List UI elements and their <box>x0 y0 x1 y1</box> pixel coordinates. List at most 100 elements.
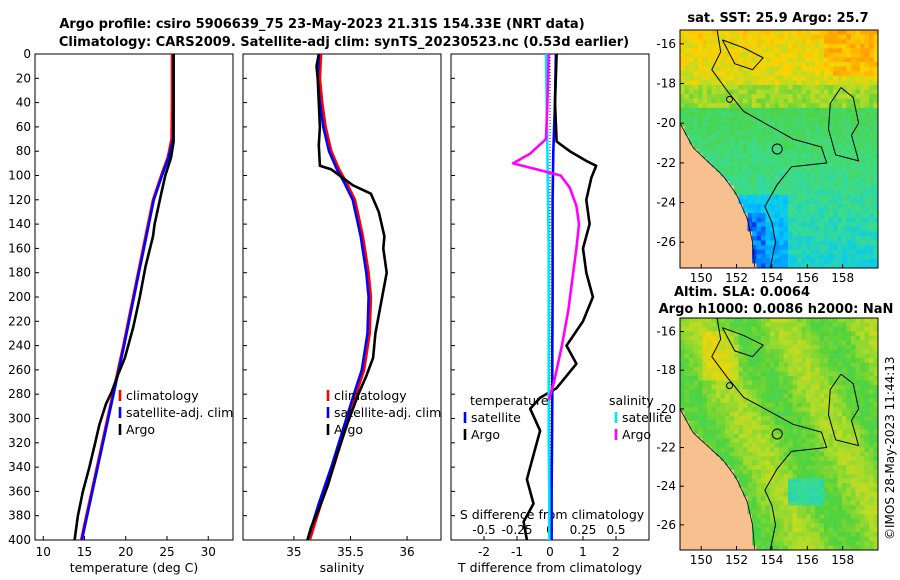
map-cell <box>815 398 820 404</box>
profile-panels: 0204060801001201401601802002202402602803… <box>8 47 672 575</box>
map-cell <box>819 393 825 399</box>
map-cell <box>743 89 748 95</box>
map-cell <box>725 478 730 484</box>
map-cell <box>720 80 726 86</box>
map-cell <box>680 208 685 214</box>
map-cell <box>734 318 739 323</box>
map-cell <box>860 389 865 395</box>
map-cell <box>774 442 780 448</box>
map-cell <box>693 208 699 214</box>
map-cell <box>720 407 726 413</box>
map-cell <box>689 335 694 341</box>
map-cell <box>761 52 766 58</box>
map-cell <box>855 254 861 260</box>
map-cell <box>734 57 739 63</box>
map-cell <box>851 84 856 90</box>
map-cell <box>788 258 793 264</box>
map-cell <box>819 478 825 484</box>
map-cell <box>801 30 807 35</box>
map-cell <box>770 258 775 264</box>
map-cell <box>797 429 802 435</box>
map-cell <box>828 89 834 95</box>
map-cell <box>783 162 789 168</box>
map-cell <box>819 263 825 269</box>
map-cell <box>864 398 870 404</box>
map-cell <box>720 483 726 488</box>
map-cell <box>837 398 843 404</box>
map-cell <box>743 438 748 444</box>
map-cell <box>828 407 834 413</box>
map-cell <box>810 442 816 448</box>
map-cell <box>846 447 852 453</box>
map-cell <box>810 144 816 150</box>
map-cell <box>846 326 852 332</box>
map-cell <box>720 398 726 404</box>
map-cell <box>738 199 744 205</box>
map-cell <box>743 500 748 506</box>
map-cell <box>833 149 838 154</box>
map-cell <box>855 185 861 191</box>
map-cell <box>743 158 748 164</box>
series-argo <box>73 54 175 540</box>
map-cell <box>756 536 762 542</box>
map-cell <box>684 514 690 520</box>
map-cell <box>792 500 798 506</box>
map-cell <box>752 194 757 200</box>
map-cell <box>738 532 744 538</box>
map-cell <box>765 107 771 113</box>
map-cell <box>810 121 816 127</box>
map-cell <box>738 107 744 113</box>
map-cell <box>743 135 748 141</box>
map-cell <box>810 416 816 422</box>
map-cell <box>752 505 757 511</box>
map-cell <box>824 407 829 413</box>
map-cell <box>716 235 721 241</box>
map-cell <box>734 434 739 439</box>
map-cell <box>689 75 694 81</box>
map-cell <box>765 121 771 127</box>
map-cell <box>774 367 780 372</box>
map-cell <box>774 335 780 341</box>
map-cell <box>806 217 811 223</box>
x-tick-label: 15 <box>77 545 92 559</box>
map-cell <box>756 149 762 154</box>
map-cell <box>788 398 793 404</box>
map-cell <box>765 181 771 187</box>
map-cell <box>833 460 838 466</box>
map-cell <box>752 144 757 150</box>
map-cell <box>711 469 717 475</box>
map-cell <box>747 213 753 219</box>
map-cell <box>689 456 694 462</box>
map-cell <box>801 94 807 100</box>
map-cell <box>765 487 771 493</box>
map-cell <box>810 380 816 386</box>
map-cell <box>761 474 766 480</box>
map-cell <box>747 62 753 68</box>
map-cell <box>779 425 784 430</box>
map-cell <box>761 326 766 332</box>
map-y-tick-label: -24 <box>656 196 676 210</box>
map-cell <box>806 107 811 113</box>
map-cell <box>738 447 744 453</box>
map-cell <box>761 139 766 145</box>
map-cell <box>851 402 856 408</box>
map-cell <box>864 434 870 439</box>
map-cell <box>788 425 793 430</box>
map-cell <box>837 447 843 453</box>
map-cell <box>761 478 766 484</box>
map-cell <box>774 249 780 255</box>
map-x-tick-label: 154 <box>760 553 783 567</box>
map-cell <box>716 523 721 529</box>
map-cell <box>788 500 793 506</box>
map-cell <box>837 469 843 475</box>
map-cell <box>774 362 780 368</box>
map-cell <box>824 43 829 49</box>
map-cell <box>801 222 807 228</box>
map-cell <box>684 149 690 154</box>
map-cell <box>765 66 771 72</box>
map-cell <box>801 185 807 191</box>
map-cell <box>770 331 775 337</box>
map-cell <box>855 496 861 502</box>
map-cell <box>873 30 879 35</box>
map-cell <box>770 57 775 63</box>
